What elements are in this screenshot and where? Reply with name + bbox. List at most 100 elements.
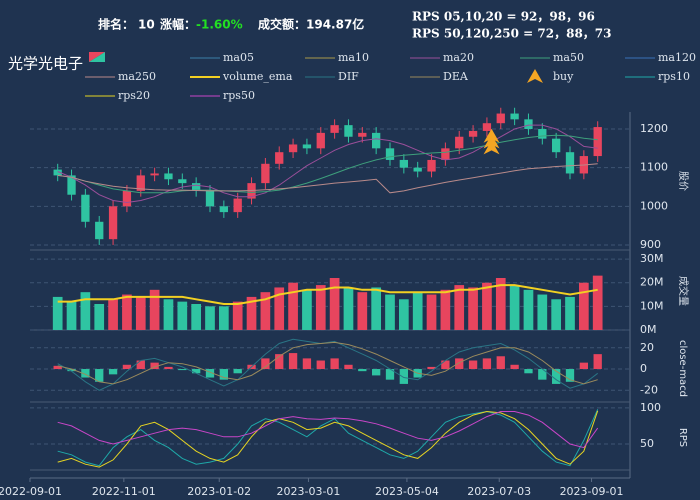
legend-label: rps10 xyxy=(658,70,690,83)
series-line xyxy=(57,163,598,194)
candle-body xyxy=(468,130,478,137)
macd-bar xyxy=(565,369,575,382)
macd-bar xyxy=(524,369,533,374)
title-icon xyxy=(89,52,105,62)
change-label: 涨幅： xyxy=(160,17,196,32)
macd-bar xyxy=(53,365,62,370)
candle-body xyxy=(455,136,464,149)
candle-body xyxy=(385,148,395,160)
y-tick-label: 10M xyxy=(640,299,664,312)
macd-bar xyxy=(164,366,173,370)
legend-label: DIF xyxy=(338,70,359,83)
macd-bar xyxy=(441,360,450,370)
volume-bar xyxy=(495,278,506,330)
volume-bar xyxy=(537,294,548,330)
candle-body xyxy=(399,159,408,168)
legend-label: rps50 xyxy=(223,89,255,102)
macd-bar xyxy=(579,362,588,370)
candle-body xyxy=(136,175,145,191)
series-line xyxy=(57,284,598,305)
candle-body xyxy=(565,152,575,174)
volume-bar xyxy=(80,292,91,330)
volume-bar xyxy=(371,287,381,330)
macd-bar xyxy=(358,369,367,372)
legend-label: ma50 xyxy=(553,51,584,64)
macd-bar xyxy=(510,364,519,370)
candle-body xyxy=(150,173,159,176)
y-tick-label: 900 xyxy=(640,238,661,251)
candle-body xyxy=(372,132,381,149)
series-line xyxy=(57,410,599,468)
legend-label: rps20 xyxy=(118,89,150,102)
y-tick-label: 1100 xyxy=(640,161,668,174)
volume-bar xyxy=(329,278,340,330)
candle-body xyxy=(81,194,90,222)
volume-bar xyxy=(482,282,492,330)
candle-body xyxy=(358,132,367,137)
volume-bar xyxy=(468,287,478,330)
candle-body xyxy=(275,152,284,164)
macd-bar xyxy=(67,369,76,372)
macd-bar xyxy=(330,358,339,370)
y-tick-label: 20M xyxy=(640,276,664,289)
axis-label: close-macd xyxy=(677,340,688,397)
macd-bar xyxy=(482,358,492,370)
candle-body xyxy=(427,159,436,172)
volume-bar xyxy=(246,296,257,330)
x-tick-label: 2023-01-02 xyxy=(187,485,251,498)
macd-bar xyxy=(136,360,145,370)
volume-bar xyxy=(52,296,63,330)
macd-bar xyxy=(150,362,159,370)
y-tick-label: 100 xyxy=(640,401,661,414)
y-tick-label: 1000 xyxy=(640,199,668,212)
volume-bar xyxy=(177,301,188,330)
macd-bar xyxy=(81,369,90,378)
macd-bar xyxy=(205,369,215,378)
candle-body xyxy=(67,175,76,195)
volume-bar xyxy=(260,292,271,330)
candle-body xyxy=(53,169,62,176)
axis-label: 股价 xyxy=(677,171,689,191)
y-tick-label: 1200 xyxy=(640,122,668,135)
series-line xyxy=(57,124,598,204)
buy-marker xyxy=(483,134,500,149)
macd-bar xyxy=(108,369,118,375)
volume-bar xyxy=(426,294,437,330)
volume-bar xyxy=(357,292,368,330)
volume-bar xyxy=(163,299,174,330)
volume-bar xyxy=(191,304,201,330)
volume-bar xyxy=(454,285,465,330)
candle-body xyxy=(192,183,201,191)
x-tick-label: 2022-11-01 xyxy=(92,485,156,498)
candle-body xyxy=(496,113,505,124)
candle-body xyxy=(219,206,228,213)
x-tick-label: 2023-07-03 xyxy=(467,485,531,498)
x-tick-label: 2023-05-04 xyxy=(375,485,439,498)
candle-body xyxy=(344,125,353,137)
x-tick-label: 2023-09-01 xyxy=(560,485,624,498)
candle-body xyxy=(261,163,270,184)
volume-bar xyxy=(135,296,146,330)
series-line xyxy=(57,134,598,194)
axis-label: 成交量 xyxy=(677,276,690,306)
candle-body xyxy=(330,125,339,133)
axis-label: RPS xyxy=(677,428,688,447)
legend-label: ma10 xyxy=(338,51,369,64)
rank-label: 排名： xyxy=(98,17,134,32)
macd-bar xyxy=(275,354,284,370)
volume-bar xyxy=(385,294,395,330)
y-tick-label: -20 xyxy=(640,383,658,396)
legend-label: ma250 xyxy=(118,70,156,83)
macd-bar xyxy=(538,369,547,380)
x-tick-label: 2023-03-01 xyxy=(276,485,340,498)
candle-body xyxy=(316,132,325,149)
volume-bar xyxy=(509,285,520,330)
volume-bar xyxy=(412,292,423,330)
candle-body xyxy=(482,123,492,131)
candle-body xyxy=(510,113,519,120)
macd-bar xyxy=(95,369,104,382)
volume-bar xyxy=(343,287,354,330)
volume-bar xyxy=(315,285,326,330)
legend-label: buy xyxy=(553,70,574,83)
